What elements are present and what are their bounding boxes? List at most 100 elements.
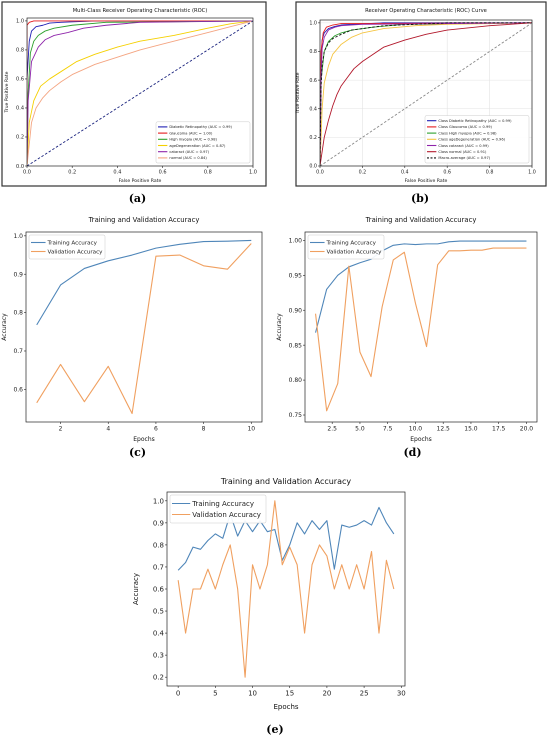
series-line [315, 247, 527, 412]
reference-diagonal-line [27, 20, 253, 166]
plot-area [26, 232, 262, 422]
x-tick-label: 5.0 [355, 426, 365, 433]
series-line [27, 20, 253, 166]
y-axis-label: Accuracy [1, 313, 8, 341]
y-tick-label: 0.6 [153, 585, 165, 593]
chart-title: Multi-Class Receiver Operating Character… [73, 8, 208, 14]
y-axis-label: True Positive Rate [4, 71, 10, 113]
y-tick-label: 0.4 [309, 106, 317, 112]
panel-caption: (e) [266, 723, 284, 736]
x-tick-label: 10 [248, 690, 257, 698]
legend-box [424, 115, 530, 164]
x-tick-label: 1.0 [249, 170, 257, 176]
y-tick-label: 0.4 [16, 106, 24, 112]
legend-label: Glaucoma (AUC = 1.00) [169, 131, 213, 135]
y-tick-label: 0.8 [153, 541, 164, 549]
x-tick-label: 10 [247, 426, 255, 433]
series-line [27, 20, 253, 166]
x-tick-label: 0.6 [443, 169, 451, 175]
x-tick-label: 0.6 [159, 170, 167, 176]
x-tick-label: 25 [360, 690, 369, 698]
y-tick-label: 0.90 [289, 307, 303, 314]
y-tick-label: 1.0 [13, 233, 23, 240]
legend-label: ageDegeneration (AUC = 0.87) [169, 144, 226, 148]
x-tick-label: 30 [397, 690, 406, 698]
y-tick-label: 0.80 [289, 377, 303, 384]
x-tick-label: 7.5 [383, 426, 393, 433]
x-tick-label: 0.0 [316, 169, 324, 175]
legend-label: Validation Accuracy [192, 511, 261, 519]
x-tick-label: 5 [213, 690, 217, 698]
series-group [320, 22, 532, 166]
series-line [27, 20, 253, 166]
chart-title: Training and Validation Accuracy [365, 216, 477, 224]
x-tick-label: 15.0 [464, 426, 478, 433]
legend-label: Macro-average (AUC = 0.97) [438, 156, 490, 160]
reference-diagonal-line [320, 22, 532, 166]
legend-label: Class normal (AUC = 0.91) [438, 150, 487, 154]
legend-label: Diabetic Retinopathy (AUC = 0.99) [169, 125, 232, 129]
x-tick-label: 10.0 [409, 426, 423, 433]
accuracy-chart-panel: 2.5 5.0 7.5 10.0 12.5 15.0 17.5 20.0 0.75 0.80 0.8… [275, 208, 550, 463]
x-tick-label: 0.2 [68, 170, 76, 176]
y-tick-label: 0.6 [13, 386, 23, 393]
y-tick-label: 0.2 [16, 135, 24, 141]
panel-caption: (a) [128, 192, 147, 205]
y-tick-label: 0.5 [153, 607, 164, 615]
roc-curve-chart: 0.0 0.2 0.4 0.6 0.8 1.0 0.0 0.2 0.4 0.6 0.8 1.0 Rece… [295, 1, 547, 187]
axes-frame [26, 17, 254, 167]
accuracy-chart-panel: 2 4 6 8 10 0.6 0.7 0.8 0.9 1.0 Training and Valida… [0, 208, 275, 463]
legend-label: cataract (AUC = 0.97) [169, 150, 209, 154]
roc-chart-panel: 0.0 0.2 0.4 0.6 0.8 1.0 0.0 0.2 0.4 0.6 0.8 1.0 Mult… [0, 0, 275, 208]
x-tick-label: 2 [59, 426, 63, 433]
x-tick-label: 8 [202, 426, 206, 433]
series-line [177, 506, 395, 571]
accuracy-chart: 2 4 6 8 10 0.6 0.7 0.8 0.9 1.0 Training and Valida… [1, 216, 263, 443]
x-tick-label: 0.8 [486, 169, 494, 175]
y-tick-label: 0.7 [153, 563, 164, 571]
chart-title: Training and Validation Accuracy [220, 477, 352, 486]
x-tick-label: 20.0 [520, 426, 534, 433]
y-tick-label: 1.0 [16, 19, 24, 25]
y-tick-label: 0.7 [13, 348, 23, 355]
series-line [320, 22, 532, 166]
y-tick-label: 0.95 [289, 272, 303, 279]
legend-label: Validation Accuracy [48, 250, 104, 256]
series-line [27, 20, 253, 166]
y-tick-label: 0.6 [16, 77, 24, 83]
series-line [315, 240, 527, 333]
legend-label: Training Accuracy [191, 500, 254, 508]
y-tick-label: 1.0 [309, 21, 317, 27]
legend-label: High myopia (AUC = 0.98) [169, 138, 217, 142]
legend-label: Validation Accuracy [327, 250, 383, 256]
y-tick-label: 0.0 [16, 164, 24, 170]
x-tick-label: 15 [285, 690, 294, 698]
y-tick-label: 0.75 [289, 412, 303, 419]
x-tick-label: 1.0 [528, 169, 536, 175]
panel-caption: (d) [403, 446, 422, 459]
y-tick-label: 0.8 [13, 310, 23, 317]
series-line [320, 22, 532, 166]
legend-box [307, 234, 385, 260]
legend-label: Class Diabetic Retinopathy (AUC = 0.99) [438, 119, 512, 123]
series-line [320, 22, 532, 166]
y-tick-label: 0.4 [153, 630, 165, 638]
series-group [27, 20, 253, 166]
plot-area [167, 492, 405, 686]
x-tick-label: 4 [106, 426, 110, 433]
legend-label: normal (AUC = 0.84) [169, 156, 207, 160]
x-tick-label: 20 [322, 690, 331, 698]
axes-frame [319, 19, 533, 167]
y-tick-label: 1.00 [289, 237, 303, 244]
y-tick-label: 0.8 [16, 48, 24, 54]
x-axis-label: False Positive Rate [119, 178, 162, 184]
y-axis-label: Accuracy [276, 313, 283, 341]
series-line [320, 22, 532, 166]
legend-box [155, 121, 251, 164]
y-axis-label: True Positive Rate [295, 72, 301, 114]
series-group [315, 240, 527, 412]
accuracy-chart: 2.5 5.0 7.5 10.0 12.5 15.0 17.5 20.0 0.75 0.80 0.8… [276, 216, 538, 443]
x-tick-label: 12.5 [437, 426, 451, 433]
x-tick-label: 0.4 [113, 170, 121, 176]
x-tick-label: 0.4 [401, 169, 409, 175]
